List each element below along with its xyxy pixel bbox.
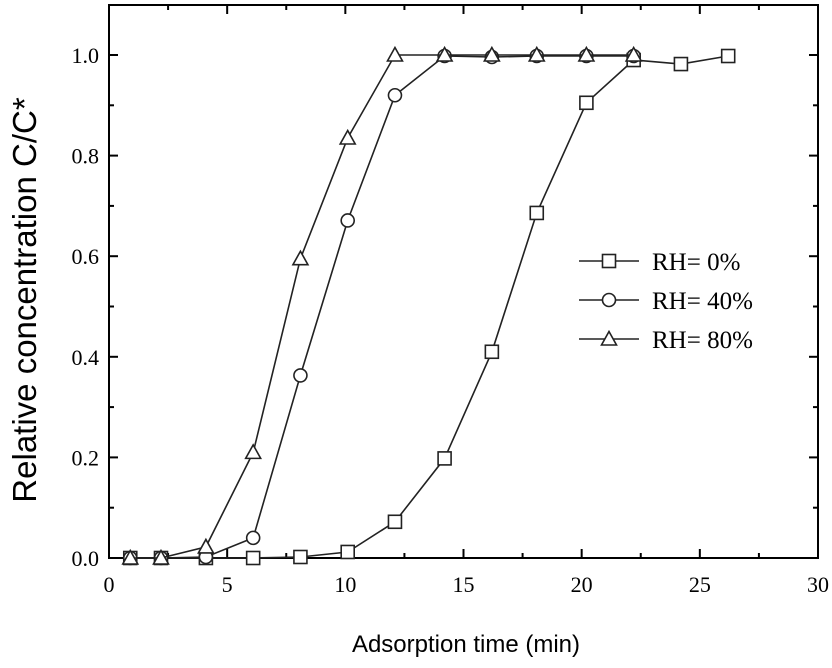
x-tick-label: 0 <box>104 572 115 597</box>
data-point <box>244 443 263 460</box>
data-point <box>484 344 500 360</box>
series-line <box>130 55 634 559</box>
legend-entry: RH= 0% <box>579 249 740 276</box>
data-point <box>291 249 310 266</box>
series-triangle <box>121 45 643 565</box>
data-point <box>624 45 643 62</box>
legend-label: RH= 40% <box>652 288 753 315</box>
x-tick-label: 20 <box>571 572 593 597</box>
y-tick-label: 0.8 <box>72 144 100 169</box>
legend-label: RH= 80% <box>652 327 753 354</box>
y-tick-label: 1.0 <box>72 43 100 68</box>
data-point <box>529 205 545 221</box>
data-point <box>245 530 261 546</box>
x-tick-label: 15 <box>453 572 475 597</box>
series-circle <box>122 48 641 566</box>
data-point <box>387 514 403 530</box>
y-axis-title: Relative concentration C/C* <box>6 97 43 503</box>
legend-entry: RH= 40% <box>579 288 753 315</box>
data-point <box>152 548 170 565</box>
x-axis-title: Adsorption time (min) <box>352 631 580 658</box>
y-tick-label: 0.6 <box>72 244 100 269</box>
x-tick-label: 30 <box>807 572 829 597</box>
plot-frame <box>108 4 819 559</box>
data-point <box>387 87 403 103</box>
data-point <box>386 45 404 62</box>
legend-label: RH= 0% <box>652 249 740 276</box>
data-point <box>527 45 546 62</box>
data-point <box>579 95 594 111</box>
data-point <box>245 550 261 566</box>
data-point <box>437 451 452 466</box>
legend-marker <box>600 329 618 346</box>
series-line <box>130 54 634 559</box>
data-point <box>197 537 215 554</box>
data-point <box>435 45 454 62</box>
y-tick-label: 0.4 <box>72 345 100 370</box>
x-tick-label: 10 <box>334 572 356 597</box>
y-tick-label: 0.0 <box>72 546 100 571</box>
y-tick-label: 0.2 <box>72 445 100 470</box>
data-point <box>577 45 596 62</box>
axis-ticks: 0 5 10 15 20 25 30 0.0 0.2 0.4 0.6 0.8 1.0 <box>72 5 829 597</box>
data-point <box>340 213 355 228</box>
legend-marker <box>601 292 617 308</box>
series-square <box>122 48 736 566</box>
legend-marker <box>601 253 617 269</box>
x-tick-label: 5 <box>222 572 233 597</box>
legend-entry: RH= 80% <box>579 327 753 354</box>
data-point <box>483 45 501 62</box>
data-point <box>673 56 689 72</box>
x-tick-label: 25 <box>689 572 711 597</box>
series-layer <box>121 45 736 566</box>
data-point <box>338 128 357 145</box>
legend: RH= 0% RH= 40% RH= 80% <box>579 249 753 354</box>
data-point <box>340 544 355 560</box>
data-point <box>293 549 308 565</box>
series-line <box>130 55 729 559</box>
data-point <box>720 48 736 64</box>
data-point <box>121 548 140 565</box>
data-point <box>293 368 308 383</box>
